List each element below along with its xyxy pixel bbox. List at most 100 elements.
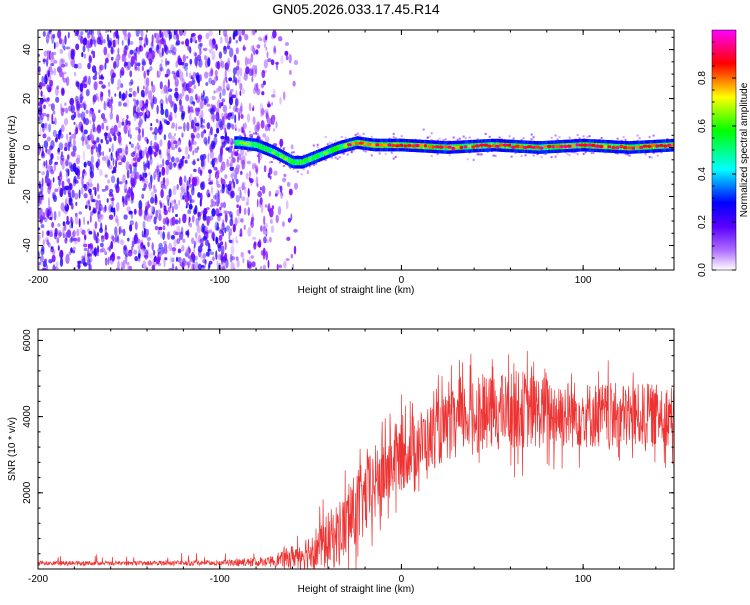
heatmap-cell — [127, 262, 130, 270]
heatmap-cell — [64, 35, 67, 45]
heatmap-cell — [78, 218, 81, 228]
heatmap-cell — [241, 155, 246, 165]
heatmap-cell — [181, 261, 185, 270]
heatmap-cell — [208, 77, 213, 84]
heatmap-cell — [215, 236, 219, 245]
heatmap-cell — [281, 221, 285, 228]
heatmap-cell — [146, 236, 152, 241]
heatmap-cell — [195, 107, 200, 117]
heatmap-cell — [582, 135, 585, 138]
heatmap-cell — [118, 181, 123, 185]
heatmap-cell — [264, 136, 270, 143]
heatmap-cell — [616, 137, 619, 140]
heatmap-cell — [170, 142, 175, 148]
heatmap-cell — [235, 90, 238, 100]
heatmap-cell — [88, 188, 92, 194]
heatmap-cell — [83, 216, 85, 226]
heatmap-cell — [56, 85, 60, 90]
heatmap-cell — [285, 200, 289, 210]
heatmap-cell — [114, 167, 117, 174]
heatmap-cell — [238, 141, 245, 145]
heatmap-cell — [236, 156, 239, 163]
heatmap-cell — [88, 243, 92, 248]
heatmap-cell — [45, 147, 48, 153]
heatmap-cell — [41, 82, 46, 87]
heatmap-cell — [173, 162, 177, 168]
heatmap-cell — [279, 138, 284, 147]
heatmap-cell — [38, 195, 42, 204]
heatmap-cell — [77, 81, 80, 90]
heatmap-cell — [189, 58, 193, 65]
heatmap-cell — [117, 260, 120, 270]
heatmap-cell — [151, 80, 153, 87]
heatmap-cell — [428, 135, 431, 138]
heatmap-cell — [119, 69, 122, 79]
heatmap-cell — [52, 129, 58, 137]
heatmap-cell — [134, 173, 137, 181]
heatmap-cell — [181, 245, 185, 252]
heatmap-cell — [41, 230, 44, 239]
heatmap-cell — [167, 140, 171, 150]
x-tick-label: -100 — [210, 275, 230, 286]
heatmap-cell — [236, 259, 240, 268]
heatmap-cell — [217, 189, 220, 196]
heatmap-cell — [187, 261, 190, 269]
heatmap-cell — [203, 213, 206, 218]
heatmap-cell — [234, 167, 240, 175]
heatmap-cell — [74, 167, 79, 176]
heatmap-cell — [214, 133, 218, 138]
heatmap-cell — [46, 50, 50, 55]
heatmap-cell — [143, 70, 146, 79]
heatmap-cell — [208, 181, 213, 185]
heatmap-cell — [204, 226, 208, 232]
heatmap-cell — [67, 154, 70, 160]
heatmap-cell — [487, 144, 492, 148]
heatmap-cell — [128, 164, 132, 170]
heatmap-cell — [282, 177, 287, 183]
heatmap-cell — [150, 41, 154, 50]
heatmap-cell — [75, 157, 81, 165]
heatmap-cell — [392, 135, 395, 138]
heatmap-cell — [423, 144, 428, 148]
heatmap-cell — [248, 170, 252, 178]
heatmap-cell — [168, 49, 173, 54]
heatmap-cell — [178, 93, 183, 100]
colorbar: 0.00.20.40.60.8 Normalized spectral ampl… — [697, 29, 750, 277]
colorbar-tick-label: 0.8 — [697, 71, 708, 85]
heatmap-cell — [207, 263, 210, 270]
heatmap-cell — [79, 227, 83, 233]
heatmap-cell — [105, 139, 109, 145]
heatmap-cell — [149, 148, 151, 157]
heatmap-cell — [225, 76, 228, 82]
heatmap-cell — [344, 136, 347, 139]
heatmap-cell — [91, 50, 96, 55]
heatmap-cell — [150, 150, 154, 155]
heatmap-cell — [399, 143, 404, 147]
heatmap-cell — [189, 106, 194, 113]
heatmap-cell — [213, 166, 218, 171]
heatmap-cell — [130, 191, 135, 201]
heatmap-cell — [576, 153, 579, 156]
heatmap-cell — [484, 132, 487, 135]
heatmap-cell — [235, 47, 239, 55]
heatmap-cell — [116, 177, 120, 186]
heatmap-cell — [168, 30, 171, 41]
heatmap-cell — [215, 250, 218, 261]
heatmap-cell — [227, 60, 231, 68]
heatmap-cell — [239, 83, 243, 91]
heatmap-cell — [38, 148, 41, 156]
heatmap-cell — [176, 33, 179, 42]
heatmap-cell — [46, 169, 49, 180]
heatmap-cell — [125, 180, 128, 185]
heatmap-cell — [137, 244, 142, 250]
heatmap-cell — [70, 151, 76, 157]
heatmap-cell — [228, 231, 231, 241]
heatmap-cell — [241, 127, 244, 134]
heatmap-cell — [56, 155, 60, 161]
heatmap-cell — [283, 173, 287, 178]
heatmap-cell — [181, 41, 185, 45]
heatmap-cell — [253, 242, 257, 250]
heatmap-cell — [39, 208, 44, 216]
heatmap-cell — [222, 79, 225, 90]
heatmap-cell — [125, 194, 128, 204]
